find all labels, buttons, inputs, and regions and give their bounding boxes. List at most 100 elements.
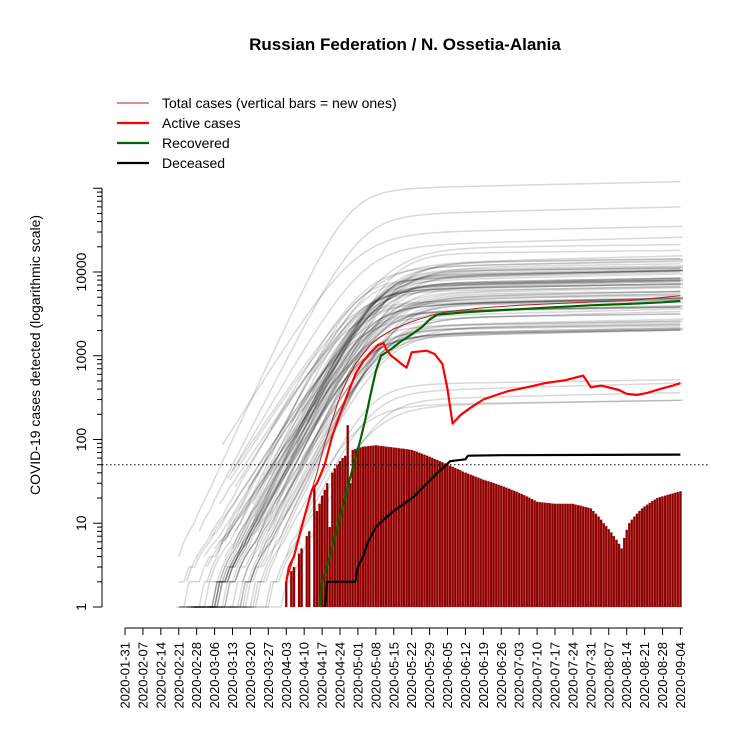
new-cases-bar [579,505,582,608]
new-cases-bar [420,453,424,608]
new-cases-bars [285,425,682,608]
new-cases-bar [663,495,667,608]
background-region-line [285,249,681,466]
new-cases-bar [543,502,547,608]
background-region-line [209,326,681,608]
new-cases-bar [602,523,605,608]
x-tick-label: 2020-07-24 [565,642,580,709]
new-cases-bar [569,503,572,608]
x-tick-label: 2020-07-31 [583,642,598,709]
new-cases-bar [474,476,477,608]
new-cases-bar [369,445,372,608]
new-cases-bar [328,526,332,608]
new-cases-bar [438,461,442,608]
background-region-line [206,273,684,608]
background-region-line [241,279,684,583]
new-cases-bar [482,479,485,608]
background-region-line [191,304,684,608]
new-cases-bar [564,503,567,608]
background-region-line [214,268,681,583]
background-region-line [219,325,681,608]
x-tick-label: 2020-05-22 [404,642,419,709]
background-region-line [203,280,681,558]
background-region-line [213,321,681,608]
new-cases-bar [597,516,600,608]
background-region-line [211,328,684,608]
new-cases-bar [510,489,513,608]
new-cases-bar [638,510,641,608]
background-region-line [186,318,684,608]
new-cases-bar [533,500,536,608]
background-region-line [219,292,681,505]
background-region-line [313,270,684,374]
background-region-line [178,180,681,557]
x-tick-label: 2020-06-26 [494,642,509,709]
background-region-line [234,243,681,488]
background-region-line [229,280,681,583]
new-cases-bar [671,493,675,608]
y-tick-label: 10 [73,515,89,531]
new-cases-bar [436,459,439,608]
background-region-line [213,329,681,608]
new-cases-bar [451,466,454,608]
background-region-line [270,277,681,430]
new-cases-bar [584,506,588,608]
new-cases-bar [628,523,631,608]
new-cases-bar [430,457,434,608]
new-cases-bar [625,529,628,608]
new-cases-bar [479,478,483,608]
new-cases-bar [300,548,303,608]
new-cases-bar [523,495,526,608]
new-cases-bar [517,492,521,608]
new-cases-bar [285,581,288,608]
new-cases-bar [446,464,449,608]
new-cases-bar [361,446,365,608]
new-cases-bar [548,503,552,608]
new-cases-bar [502,486,506,608]
background-region-line [229,284,681,481]
new-cases-bar [354,448,357,608]
new-cases-bar [325,483,329,608]
new-cases-bar [336,464,339,608]
legend: Total cases (vertical bars = new ones) Ac… [117,95,397,171]
background-region-line [219,282,681,543]
new-cases-bar [320,495,324,608]
new-cases-bar [566,503,570,608]
y-tick-label: 1000 [73,340,89,371]
background-region-line [285,378,681,557]
new-cases-bar [402,448,406,608]
x-tick-label: 2020-03-20 [243,642,258,709]
background-region-line [283,265,684,462]
new-cases-bar [461,471,465,608]
new-cases-bar [346,425,349,608]
background-region-line [257,297,684,532]
background-region-line [226,236,684,480]
new-cases-bar [661,496,664,608]
new-cases-bar [607,529,611,608]
new-cases-bar [540,502,544,608]
background-region-line [306,290,681,423]
background-region-line [198,206,681,532]
background-region-line [231,266,684,568]
new-cases-bar [648,502,651,608]
new-cases-bar [410,449,413,608]
x-tick-label: 2020-06-12 [458,642,473,709]
new-cases-bar [500,485,503,608]
new-cases-bar [464,472,467,608]
new-cases-bar [592,510,595,608]
total-series-line [285,295,681,582]
background-region-line [229,310,681,568]
x-tick-label: 2020-02-07 [135,642,150,709]
background-region-line [242,382,684,608]
x-tick-label: 2020-05-08 [368,642,383,709]
x-tick-label: 2020-02-14 [153,642,168,709]
new-cases-bar [535,501,539,608]
background-region-line [189,285,681,608]
background-region-line [240,313,681,568]
new-cases-bar [405,449,408,608]
new-cases-bar [617,543,621,608]
new-cases-bar [400,448,403,608]
legend-label: Active cases [162,115,241,131]
new-cases-bar [538,502,541,608]
background-region-line [221,225,684,446]
